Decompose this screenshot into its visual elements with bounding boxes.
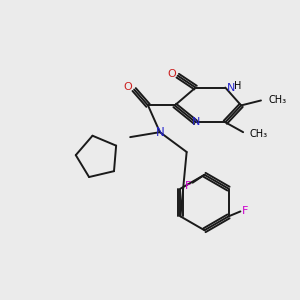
Text: O: O	[167, 69, 176, 79]
Text: F: F	[184, 181, 191, 191]
Text: H: H	[234, 81, 242, 91]
Text: F: F	[242, 206, 248, 216]
Text: N: N	[227, 82, 236, 93]
Text: CH₃: CH₃	[249, 129, 267, 139]
Text: O: O	[124, 82, 133, 92]
Text: N: N	[191, 117, 200, 127]
Text: CH₃: CH₃	[269, 95, 287, 106]
Text: N: N	[155, 126, 164, 139]
